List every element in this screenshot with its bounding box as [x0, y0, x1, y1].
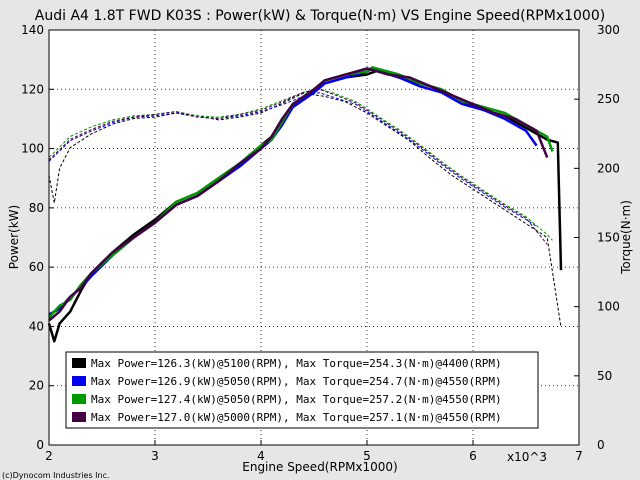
axis-ticks: 2 3 4 5 6 70204060801001201400501001502002503… [21, 23, 620, 463]
y2-tick-label: 300 [597, 23, 620, 37]
y2-tick-label: 50 [597, 369, 612, 383]
legend-entry: Max Power=127.4(kW)@5050(RPM), Max Torqu… [91, 393, 502, 406]
legend-box [65, 351, 539, 429]
credit-text: (c)Dynocom Industries Inc. [2, 471, 110, 480]
y-axis-label: Power(kW) [7, 205, 21, 269]
x-tick-label: 5 [363, 449, 371, 463]
x-tick-label: 3 [151, 449, 159, 463]
y2-tick-label: 100 [597, 300, 620, 314]
y2-tick-label: 0 [597, 438, 605, 452]
y-tick-label: 60 [29, 260, 44, 274]
x-multiplier-label: x10^3 [507, 450, 547, 464]
legend-swatch [72, 412, 86, 422]
x-tick-label: 2 [45, 449, 53, 463]
legend-entry: Max Power=126.9(kW)@5050(RPM), Max Torqu… [91, 375, 502, 388]
y-tick-label: 120 [21, 82, 44, 96]
chart-title: Audi A4 1.8T FWD K03S : Power(kW) & Torq… [35, 8, 605, 24]
power-lines [47, 66, 563, 343]
y-tick-label: 80 [29, 201, 44, 215]
y-tick-label: 100 [21, 142, 44, 156]
y2-axis-label: Torque(N·m) [619, 200, 633, 275]
y-tick-label: 40 [29, 319, 44, 333]
x-tick-label: 4 [257, 449, 265, 463]
y-tick-label: 140 [21, 23, 44, 37]
x-axis-label: Engine Speed(RPMx1000) [242, 460, 398, 474]
torque-line [48, 92, 562, 328]
y2-tick-label: 250 [597, 92, 620, 106]
y-tick-label: 20 [29, 379, 44, 393]
legend-entry: Max Power=126.3(kW)@5100(RPM), Max Torqu… [91, 357, 502, 370]
x-tick-label: 6 [469, 449, 477, 463]
y-tick-label: 0 [36, 438, 44, 452]
legend-swatch [72, 394, 86, 404]
torque-line [48, 88, 548, 245]
y2-tick-label: 150 [597, 231, 620, 245]
x-tick-label: 7 [575, 449, 583, 463]
torque-line [48, 88, 553, 241]
legend-swatch [72, 358, 86, 368]
legend-swatch [72, 376, 86, 386]
legend-entry: Max Power=127.0(kW)@5000(RPM), Max Torqu… [91, 411, 502, 424]
legend: Max Power=126.3(kW)@5100(RPM), Max Torqu… [65, 351, 539, 429]
y2-tick-label: 200 [597, 161, 620, 175]
power-line [48, 67, 549, 322]
